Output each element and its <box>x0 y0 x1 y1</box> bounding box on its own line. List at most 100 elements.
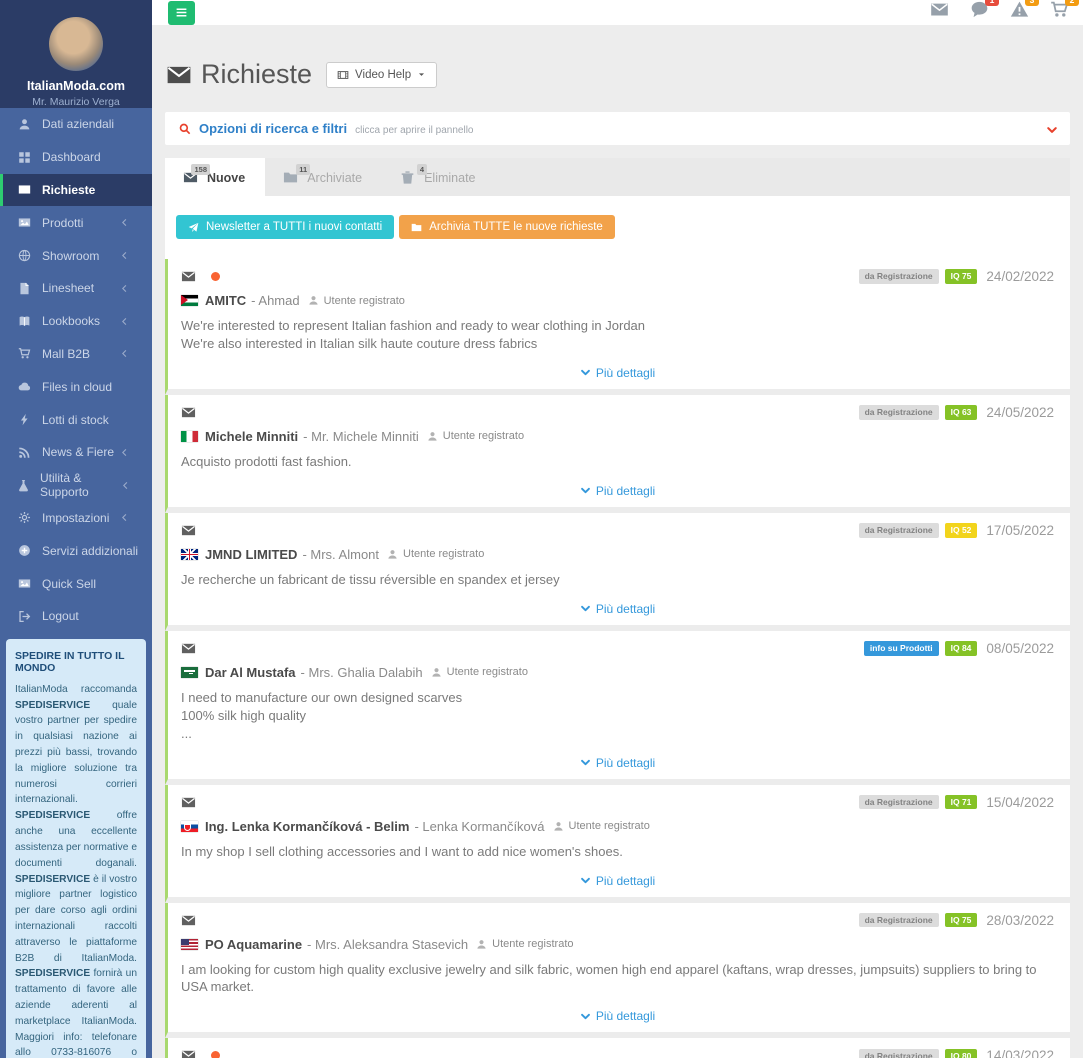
sidebar-item-dashboard[interactable]: Dashboard <box>0 141 152 174</box>
request-card[interactable]: da Registrazione IQ 75 24/02/2022 AMITC - Ah… <box>165 259 1070 395</box>
envelope-icon <box>930 0 949 19</box>
sidebar-item-label: Lookbooks <box>42 314 101 329</box>
chat-button[interactable]: 1 <box>970 0 999 25</box>
tab-count-badge: 158 <box>191 164 210 175</box>
request-card[interactable]: info su Prodotti IQ 84 08/05/2022 Dar Al Mu… <box>165 630 1070 785</box>
request-card[interactable]: da Registrazione IQ 52 17/05/2022 JMND LIMI… <box>165 512 1070 631</box>
newsletter-a-tutti-i-nuovi-contatti-button[interactable]: Newsletter a TUTTI i nuovi contatti <box>176 215 395 239</box>
sidebar-item-files-in-cloud[interactable]: Files in cloud <box>0 370 152 403</box>
sidebar-item-quick-sell[interactable]: Quick Sell <box>0 567 152 600</box>
registered-user-label: Utente registrato <box>446 666 528 679</box>
envelope-button[interactable] <box>930 0 949 25</box>
sidebar-item-impostazioni[interactable]: Impostazioni <box>0 502 152 535</box>
request-card-top: da Registrazione IQ 71 15/04/2022 <box>181 795 1054 810</box>
usa-flag <box>181 938 198 950</box>
chevron-down-icon[interactable] <box>1046 124 1058 136</box>
more-details-link[interactable]: Più dettagli <box>181 874 1054 888</box>
message-line: Je recherche un fabricant de tissu réver… <box>181 571 560 587</box>
request-message: We're interested to represent Italian fa… <box>181 317 1054 353</box>
sidebar-item-label: News & Fiere <box>42 445 115 460</box>
sidebar-item-dati-aziendali[interactable]: Dati aziendali <box>0 108 152 141</box>
chevron-down-icon <box>580 757 591 768</box>
sidebar-toggle-button[interactable] <box>168 0 195 25</box>
search-filters-bar[interactable]: Opzioni di ricerca e filtri clicca per a… <box>165 112 1070 145</box>
tab-eliminate[interactable]: 4 Eliminate <box>382 158 495 196</box>
more-details-link[interactable]: Più dettagli <box>181 602 1054 616</box>
iq-score-badge: IQ 52 <box>944 523 978 538</box>
more-details-link[interactable]: Più dettagli <box>181 366 1054 380</box>
message-line: We're interested to represent Italian fa… <box>181 318 646 333</box>
envelope-icon <box>181 641 196 656</box>
rss-icon <box>17 446 32 459</box>
source-badge: info su Prodotti <box>863 641 939 656</box>
request-identity-row: Michele Minniti - Mr. Michele Minniti Uten… <box>181 429 1054 444</box>
cogs-icon <box>17 511 32 524</box>
envelope-icon <box>181 1048 196 1058</box>
shipping-promo: SPEDIRE IN TUTTO IL MONDO ItalianModa ra… <box>6 638 146 1058</box>
more-details-label: Più dettagli <box>595 873 656 888</box>
sidebar-item-news-fiere[interactable]: News & Fiere <box>0 436 152 469</box>
sidebar-item-label: Servizi addizionali <box>42 543 139 558</box>
chevron-left-icon <box>117 349 132 358</box>
envelope-icon <box>17 183 32 196</box>
send-icon <box>188 222 199 233</box>
request-card[interactable]: da Registrazione IQ 75 28/03/2022 PO Aquama… <box>165 902 1070 1039</box>
sidebar-item-lotti-di-stock[interactable]: Lotti di stock <box>0 403 152 436</box>
uk-flag <box>181 548 198 560</box>
sidebar-item-utilit-supporto[interactable]: Utilità & Supporto <box>0 469 152 502</box>
folder-icon <box>411 222 422 233</box>
sidebar-item-richieste[interactable]: Richieste <box>0 173 152 207</box>
sidebar-item-label: Prodotti <box>42 215 84 230</box>
picture-icon <box>17 577 32 590</box>
request-message: Acquisto prodotti fast fashion. <box>181 453 1054 471</box>
company-name: PO Aquamarine <box>205 936 303 952</box>
user-icon <box>387 549 398 560</box>
contact-name: - Ahmad <box>251 293 300 308</box>
book-icon <box>17 315 32 328</box>
tab-archiviate[interactable]: 11 Archiviate <box>265 158 382 196</box>
request-card[interactable]: da Registrazione IQ 71 15/04/2022 Ing. Lenk… <box>165 784 1070 903</box>
request-card-top: info su Prodotti IQ 84 08/05/2022 <box>181 641 1054 656</box>
promo-brand-name: SPEDISERVICE <box>15 873 91 885</box>
sidebar-item-servizi-addizionali[interactable]: Servizi addizionali <box>0 534 152 567</box>
bulk-actions: Newsletter a TUTTI i nuovi contatti Archi… <box>165 196 1070 249</box>
archivia-tutte-le-nuove-richieste-button[interactable]: Archivia TUTTE le nuove richieste <box>399 215 615 239</box>
video-help-button[interactable]: Video Help <box>326 61 438 88</box>
chevron-down-icon <box>580 367 591 378</box>
company-name: Ing. Lenka Kormančíková - Belim <box>205 818 410 834</box>
sidebar-item-prodotti[interactable]: Prodotti <box>0 206 152 239</box>
more-details-link[interactable]: Più dettagli <box>181 756 1054 770</box>
sidebar-item-lookbooks[interactable]: Lookbooks <box>0 305 152 338</box>
message-line: I need to manufacture our own designed s… <box>181 689 463 705</box>
user-avatar[interactable] <box>49 17 103 71</box>
sidebar-item-mall-b2b[interactable]: Mall B2B <box>0 338 152 371</box>
promo-brand-name: SPEDISERVICE <box>15 810 91 822</box>
tab-label: Archiviate <box>307 170 363 185</box>
promo-brand-name: SPEDISERVICE <box>15 968 91 980</box>
more-details-link[interactable]: Più dettagli <box>181 1009 1054 1023</box>
sidebar-item-linesheet[interactable]: Linesheet <box>0 272 152 305</box>
message-line: We're also interested in Italian silk ha… <box>181 335 538 351</box>
more-details-link[interactable]: Più dettagli <box>181 484 1054 498</box>
more-details-label: Più dettagli <box>595 483 656 498</box>
cart-button[interactable]: 2 <box>1050 0 1079 25</box>
chevron-down-icon <box>580 603 591 614</box>
message-line: ... <box>181 725 192 741</box>
user-name: Mr. Maurizio Verga <box>32 96 120 108</box>
registered-user-label: Utente registrato <box>568 820 650 833</box>
notification-badge: 3 <box>1025 0 1039 6</box>
tab-nuove[interactable]: 158 Nuove <box>165 158 266 196</box>
sidebar-item-logout[interactable]: Logout <box>0 600 152 633</box>
chevron-left-icon <box>117 317 132 326</box>
company-name: AMITC <box>205 293 247 308</box>
sidebar-item-label: Logout <box>42 609 79 624</box>
search-icon <box>179 123 191 135</box>
request-identity-row: AMITC - Ahmad Utente registrato <box>181 293 1054 308</box>
request-date: 14/03/2022 <box>986 1048 1054 1058</box>
request-card[interactable]: da Registrazione IQ 63 24/05/2022 Michele M… <box>165 394 1070 513</box>
sidebar-item-label: Quick Sell <box>42 576 97 591</box>
warning-button[interactable]: 3 <box>1010 0 1039 25</box>
sidebar-item-showroom[interactable]: Showroom <box>0 239 152 272</box>
bolt-icon <box>17 413 32 426</box>
